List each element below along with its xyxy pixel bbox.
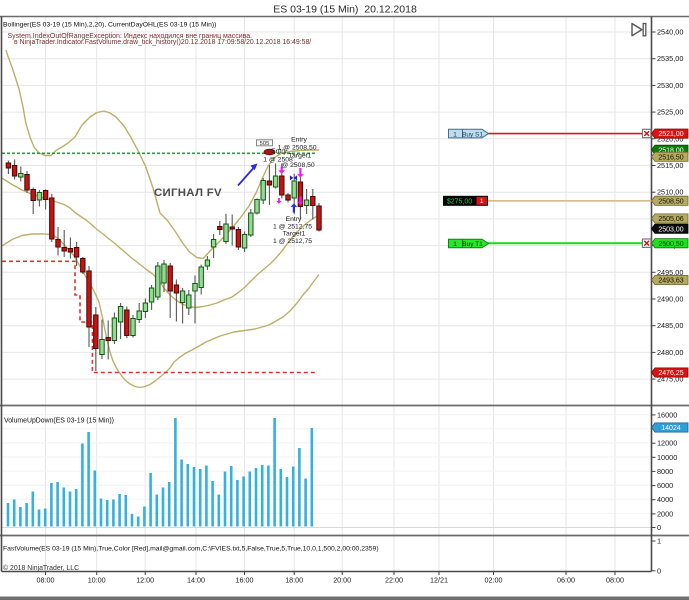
svg-text:08:00: 08:00 xyxy=(606,576,624,585)
svg-text:2510,00: 2510,00 xyxy=(657,188,683,197)
svg-text:1: 1 xyxy=(453,241,457,248)
svg-text:Entry: Entry xyxy=(286,216,302,223)
svg-text:2535,00: 2535,00 xyxy=(657,54,683,63)
svg-text:06:00: 06:00 xyxy=(557,576,575,585)
svg-text:02:00: 02:00 xyxy=(485,576,503,585)
svg-text:2495,00: 2495,00 xyxy=(657,268,683,277)
svg-text:10:00: 10:00 xyxy=(88,576,106,585)
svg-text:ES 03-19 (15 Min) 20.12.2018: ES 03-19 (15 Min) 20.12.2018 xyxy=(273,4,417,16)
svg-text:2520,00: 2520,00 xyxy=(657,134,683,143)
svg-text:2485,00: 2485,00 xyxy=(657,321,683,330)
svg-text:1 @ 2512,75: 1 @ 2512,75 xyxy=(273,238,312,245)
svg-text:2000: 2000 xyxy=(657,509,673,518)
svg-text:8000: 8000 xyxy=(657,467,673,476)
svg-text:1 @ 2508,50: 1 @ 2508,50 xyxy=(277,145,316,152)
svg-text:1: 1 xyxy=(480,198,484,205)
svg-text:10000: 10000 xyxy=(657,453,677,462)
svg-text:2518,00: 2518,00 xyxy=(658,147,683,154)
svg-text:14:00: 14:00 xyxy=(187,576,205,585)
svg-text:2493,63: 2493,63 xyxy=(658,278,683,285)
svg-text:0: 0 xyxy=(657,523,661,532)
svg-text:в NinjaTrader.Indicator.FastVo: в NinjaTrader.Indicator.FastVolume.draw_… xyxy=(14,39,311,46)
svg-text:2508,50: 2508,50 xyxy=(658,198,683,205)
svg-text:Bollinger(ES 03-19 (15 Min),2,: Bollinger(ES 03-19 (15 Min),2,20), Curre… xyxy=(3,22,216,29)
svg-text:16000: 16000 xyxy=(657,410,677,419)
svg-text:2505,06: 2505,06 xyxy=(658,216,683,223)
svg-text:2475,00: 2475,00 xyxy=(657,375,683,384)
svg-text:2516,50: 2516,50 xyxy=(658,154,683,161)
svg-text:Target1: Target1 xyxy=(289,153,312,160)
svg-text:18:00: 18:00 xyxy=(285,576,303,585)
svg-text:Entry: Entry xyxy=(291,137,307,144)
svg-text:$275,00: $275,00 xyxy=(447,198,472,205)
svg-text:08:00: 08:00 xyxy=(37,576,55,585)
svg-text:Buy S1: Buy S1 xyxy=(462,131,483,138)
svg-text:4000: 4000 xyxy=(657,495,673,504)
svg-text:16:00: 16:00 xyxy=(236,576,254,585)
svg-text:12000: 12000 xyxy=(657,439,677,448)
svg-text:12:00: 12:00 xyxy=(136,576,154,585)
svg-text:14024: 14024 xyxy=(661,425,681,432)
svg-text:© 2018 NinjaTrader, LLC: © 2018 NinjaTrader, LLC xyxy=(3,564,79,572)
svg-text:2480,00: 2480,00 xyxy=(657,348,683,357)
svg-text:FastVolume(ES 03-19 (15 Min),T: FastVolume(ES 03-19 (15 Min),True,Color … xyxy=(3,546,379,553)
svg-text:505: 505 xyxy=(260,141,270,147)
svg-text:System.IndexOutOfRangeExceptio: System.IndexOutOfRangeException: Индекс … xyxy=(8,33,253,40)
svg-text:6000: 6000 xyxy=(657,481,673,490)
svg-text:1: 1 xyxy=(453,131,457,138)
svg-text:22:00: 22:00 xyxy=(385,576,403,585)
svg-text:Buy T1: Buy T1 xyxy=(462,241,483,248)
svg-text:1: 1 xyxy=(657,537,661,546)
svg-text:12/21: 12/21 xyxy=(430,576,448,585)
svg-text:Target1: Target1 xyxy=(283,231,306,238)
svg-text:2490,00: 2490,00 xyxy=(657,295,683,304)
svg-text:2476,25: 2476,25 xyxy=(658,370,683,377)
svg-text:2525,00: 2525,00 xyxy=(657,108,683,117)
svg-text:1 @ 2512,75: 1 @ 2512,75 xyxy=(273,223,312,230)
svg-text:2530,00: 2530,00 xyxy=(657,81,683,90)
svg-text:2503,00: 2503,00 xyxy=(658,226,683,233)
svg-text:1 @ 2508: 1 @ 2508 xyxy=(263,157,293,164)
svg-text:20:00: 20:00 xyxy=(333,576,351,585)
svg-text:2515,00: 2515,00 xyxy=(657,161,683,170)
svg-text:0: 0 xyxy=(657,566,661,575)
svg-text:СИГНАЛ FV: СИГНАЛ FV xyxy=(154,187,222,199)
svg-text:VolumeUpDown(ES 03-19 (15 Min): VolumeUpDown(ES 03-19 (15 Min)) xyxy=(4,418,114,425)
svg-text:2521,00: 2521,00 xyxy=(658,131,683,138)
svg-text:Entry: Entry xyxy=(271,148,287,155)
svg-text:2540,00: 2540,00 xyxy=(657,28,683,37)
svg-text:@ 2508,50: @ 2508,50 xyxy=(281,162,315,169)
svg-text:2500,50: 2500,50 xyxy=(658,241,683,248)
